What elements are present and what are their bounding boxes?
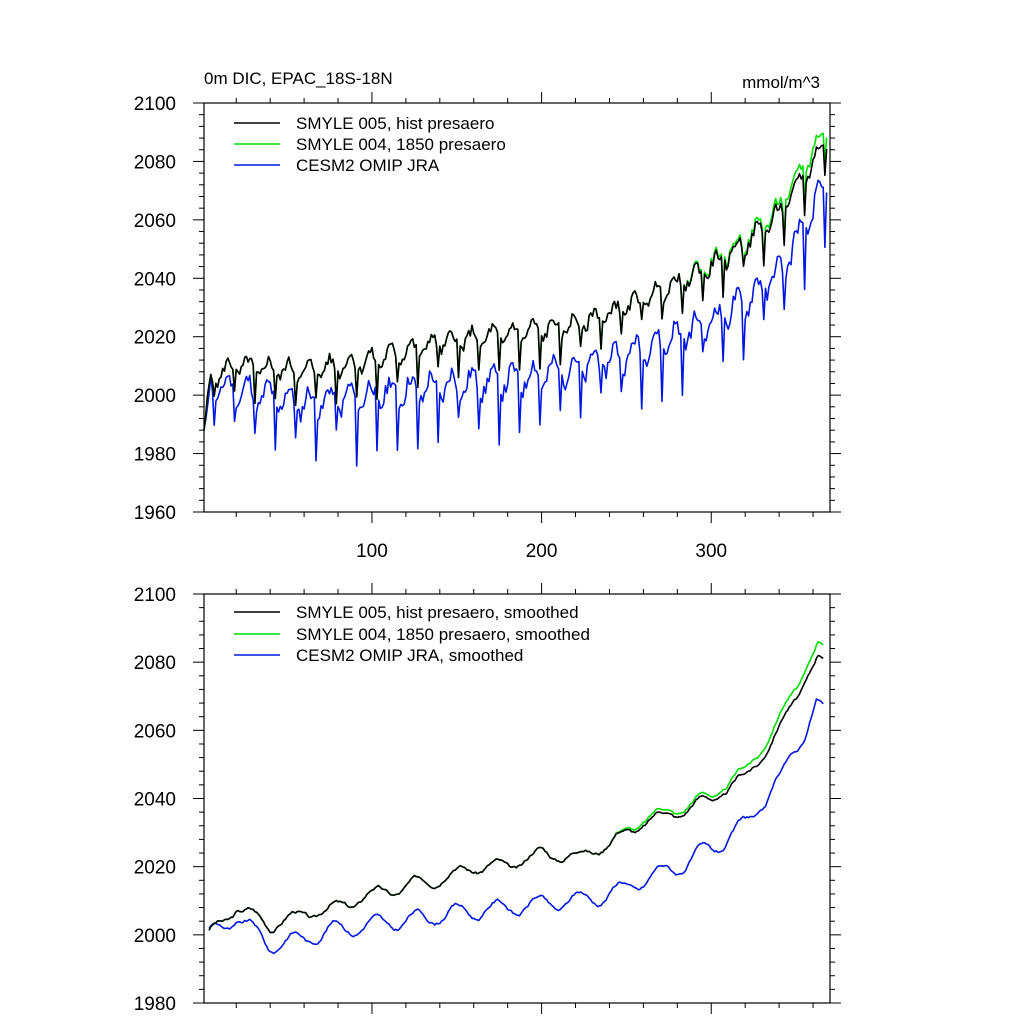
y-tick-label: 1980 — [134, 994, 176, 1015]
y-tick-label: 2060 — [134, 721, 176, 742]
y-tick-label: 1960 — [134, 503, 176, 524]
y-tick-label: 2060 — [134, 211, 176, 232]
x-tick-label: 200 — [526, 541, 558, 562]
units-label: mmol/m^3 — [742, 73, 820, 92]
top-legend: SMYLE 005, hist presaero SMYLE 004, 1850… — [234, 114, 506, 175]
y-tick-label: 2020 — [134, 858, 176, 879]
series-line-0 — [208, 654, 824, 934]
legend-label-smyle004: SMYLE 004, 1850 presaero — [296, 135, 506, 154]
y-tick-label: 2100 — [134, 94, 176, 115]
series-line-2 — [208, 698, 824, 955]
y-tick-label: 2040 — [134, 790, 176, 811]
top-series-lines — [203, 132, 828, 467]
series-line-0 — [203, 144, 828, 431]
series-line-1 — [208, 641, 824, 934]
y-tick-label: 2080 — [134, 653, 176, 674]
x-tick-label: 300 — [695, 541, 727, 562]
bottom-plot-frame — [203, 593, 831, 1004]
y-tick-label: 2100 — [134, 585, 176, 606]
chart-title: 0m DIC, EPAC_18S-18N — [204, 69, 393, 88]
top-plot-frame — [203, 102, 831, 513]
y-tick-label: 2020 — [134, 328, 176, 349]
y-tick-label: 2080 — [134, 152, 176, 173]
legend-label-cesm2: CESM2 OMIP JRA — [296, 156, 440, 175]
legend-label-cesm2-smoothed: CESM2 OMIP JRA, smoothed — [296, 646, 523, 665]
bottom-axis-ticks: 1980 2000 2020 2040 2060 2080 2100 — [134, 583, 841, 1015]
legend-label-smyle005-smoothed: SMYLE 005, hist presaero, smoothed — [296, 603, 579, 622]
y-tick-label: 1980 — [134, 445, 176, 466]
y-tick-label: 2000 — [134, 926, 176, 947]
x-tick-label: 100 — [356, 541, 388, 562]
bottom-series-lines — [208, 641, 824, 955]
y-tick-label: 2000 — [134, 386, 176, 407]
bottom-panel: 1980 2000 2020 2040 2060 2080 2100 SMYLE 005, … — [134, 583, 841, 1015]
bottom-legend: SMYLE 005, hist presaero, smoothed SMYLE… — [234, 603, 590, 665]
top-panel: 0m DIC, EPAC_18S-18N mmol/m^3 1960 1980 20… — [134, 69, 841, 562]
legend-label-smyle005: SMYLE 005, hist presaero — [296, 114, 494, 133]
series-line-2 — [203, 179, 828, 467]
y-tick-label: 2040 — [134, 269, 176, 290]
legend-label-smyle004-smoothed: SMYLE 004, 1850 presaero, smoothed — [296, 625, 590, 644]
top-axis-ticks: 1960 1980 2000 2020 2040 2060 2080 2100 100 200 30… — [134, 92, 841, 562]
